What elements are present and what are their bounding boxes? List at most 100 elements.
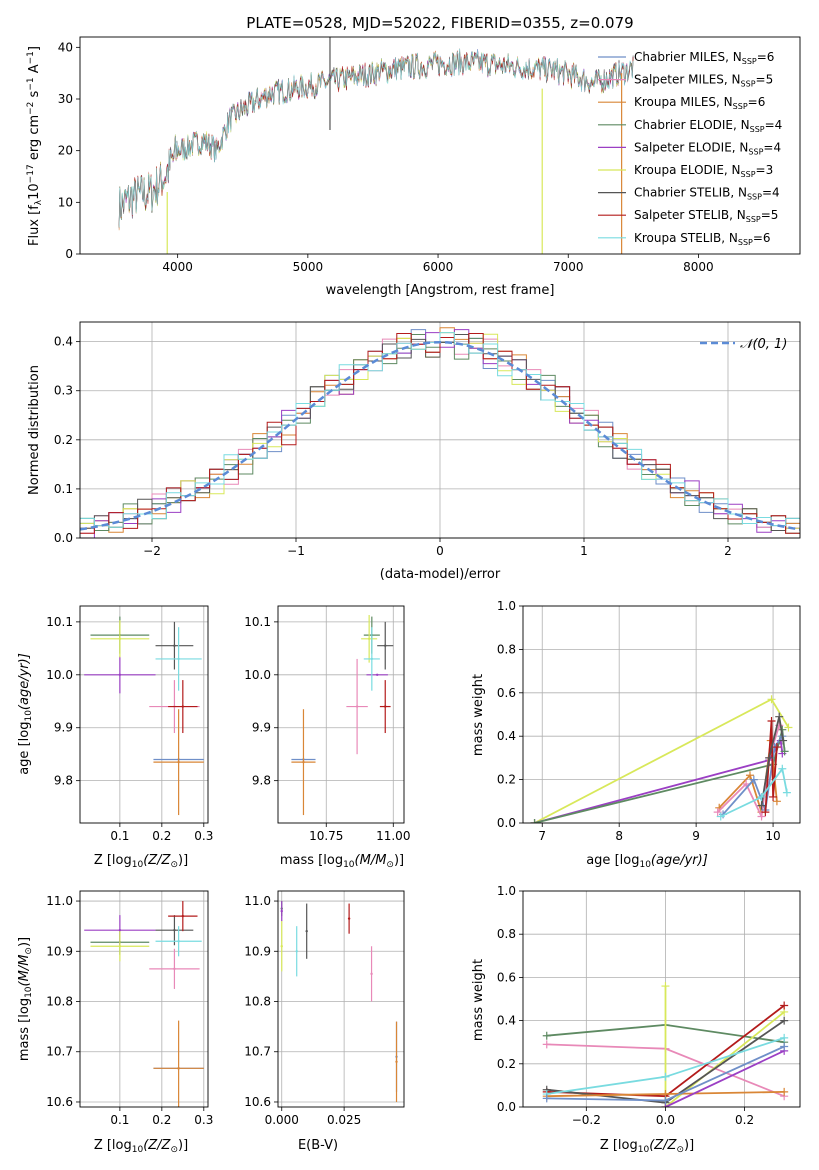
series-line: [665, 1049, 785, 1107]
legend-subscript: SSP: [742, 57, 757, 66]
x-tick-label: 10.75: [309, 829, 343, 843]
plus-marker: [761, 808, 770, 817]
legend-label: Salpeter STELIB, NSSP=5: [634, 208, 778, 224]
x-tick-label: 0.3: [194, 1113, 213, 1127]
y-tick-label: 1.0: [497, 599, 516, 613]
legend-text: Chabrier STELIB, N: [634, 186, 747, 200]
mass-weight-vs-age-panel: 7 8 9 10 0.0 0.2 0.4 0.6 0.8 1.0: [497, 599, 801, 843]
y-tick-label: 0.2: [54, 433, 73, 447]
plus-marker: [772, 743, 781, 752]
histogram-series: [80, 332, 800, 538]
legend-label: Salpeter ELODIE, NSSP=4: [634, 140, 781, 156]
age-vs-mass-panel: 10.75 11.00 9.8 9.9 10.0 10.1: [244, 605, 410, 843]
age-vs-z-panel: 0.1 0.2 0.3 9.8 9.9 10.0 10.1: [46, 605, 213, 843]
legend-subscript: SSP: [733, 102, 748, 111]
mass-weight-vs-z-xlabel: Z [log10(Z/Z⊙)]: [600, 1138, 694, 1155]
legend-label: Kroupa ELODIE, NSSP=3: [634, 163, 773, 179]
plus-marker: [757, 792, 766, 801]
plus-marker: [661, 1096, 670, 1105]
plus-marker: [716, 812, 725, 821]
legend-label: Chabrier MILES, NSSP=6: [634, 50, 774, 66]
mass-weight-vs-z-panel: −0.2 0.0 0.2 0.0 0.2 0.4 0.6 0.8 1.0: [497, 884, 801, 1127]
y-tick-label: 20: [58, 144, 73, 158]
legend-text: =4: [763, 140, 781, 154]
x-tick-label: 10: [765, 829, 780, 843]
data-point: [355, 705, 359, 708]
spectrum-panel: 4000 5000 6000 7000 8000 0 10 20 30 40: [58, 36, 801, 274]
x-tick-label: 0.000: [265, 1113, 299, 1127]
data-point: [173, 967, 176, 971]
y-tick-label: 0.4: [54, 335, 73, 349]
y-tick-label: 10.6: [46, 1095, 73, 1109]
y-tick-label: 10.9: [244, 944, 271, 958]
legend-subscript: SSP: [741, 80, 756, 89]
y-tick-label: 10.8: [244, 995, 271, 1009]
mass-vs-z-xlabel: Z [log10(Z/Z⊙)]: [94, 1138, 188, 1155]
data-point: [370, 972, 373, 976]
data-point: [177, 940, 180, 943]
legend-text: =4: [762, 186, 780, 200]
x-tick-label: 7000: [553, 260, 584, 274]
plus-marker: [775, 712, 784, 721]
data-point: [118, 673, 122, 677]
legend-subscript: SSP: [746, 215, 761, 224]
histogram-panel: −2 −1 0 1 2 0.0 0.1 0.2 0.3 0.4: [54, 321, 801, 558]
y-tick-label: 0.6: [497, 686, 516, 700]
legend-text: =6: [753, 231, 771, 245]
x-tick-label: 0.2: [152, 1113, 171, 1127]
axes-frame: [277, 605, 405, 824]
y-tick-label: 0.4: [497, 1014, 516, 1028]
spectrum-line: [118, 48, 634, 228]
legend-text: =5: [761, 208, 779, 222]
data-point: [302, 760, 305, 764]
plus-marker: [780, 1001, 789, 1010]
plot-area: [118, 37, 634, 254]
axes-frame: [79, 321, 801, 539]
plus-marker: [767, 717, 776, 726]
x-tick-label: 2: [724, 544, 732, 558]
y-tick-label: 0.1: [54, 482, 73, 496]
plus-marker: [542, 1040, 551, 1049]
y-tick-label: 11.0: [46, 894, 73, 908]
data-point: [347, 917, 351, 920]
y-tick-label: 10.8: [46, 995, 73, 1009]
y-tick-label: 40: [58, 40, 73, 54]
y-tick-label: 10.1: [46, 615, 73, 629]
plot-area: [84, 616, 204, 816]
y-tick-label: 0.4: [497, 729, 516, 743]
x-tick-label: 5000: [293, 260, 324, 274]
legend-text: Salpeter ELODIE, N: [634, 140, 748, 154]
plus-marker: [542, 1031, 551, 1040]
x-tick-label: 8: [615, 829, 623, 843]
axes-frame: [79, 890, 209, 1108]
y-tick-label: 0.8: [497, 927, 516, 941]
spectrum-title: PLATE=0528, MJD=52022, FIBERID=0355, z=0…: [246, 14, 633, 32]
y-tick-label: 9.9: [54, 721, 73, 735]
y-tick-label: 11.0: [244, 894, 271, 908]
y-tick-label: 9.9: [252, 721, 271, 735]
axes-frame: [79, 36, 801, 255]
plus-marker: [757, 801, 766, 810]
y-tick-label: 9.8: [54, 774, 73, 788]
data-point: [181, 705, 185, 708]
data-point: [177, 657, 180, 661]
data-point: [370, 657, 374, 661]
x-tick-label: 11.00: [376, 829, 410, 843]
data-point: [280, 945, 283, 948]
spectrum-line: [118, 50, 634, 229]
legend-text: Chabrier MILES, N: [634, 50, 742, 64]
legend-subscript: SSP: [738, 238, 753, 247]
series-line: [760, 716, 784, 806]
data-point: [384, 705, 387, 708]
data-point: [280, 909, 283, 913]
data-point: [177, 1067, 180, 1070]
x-tick-label: 4000: [162, 260, 193, 274]
mass-vs-z-panel: 0.1 0.2 0.3 10.6 10.7 10.8 10.9 11.0: [46, 890, 213, 1127]
y-tick-label: 0.3: [54, 384, 73, 398]
plus-marker: [769, 792, 778, 801]
x-tick-label: 0.0: [656, 1113, 675, 1127]
data-point: [384, 644, 387, 647]
x-tick-label: −1: [287, 544, 305, 558]
